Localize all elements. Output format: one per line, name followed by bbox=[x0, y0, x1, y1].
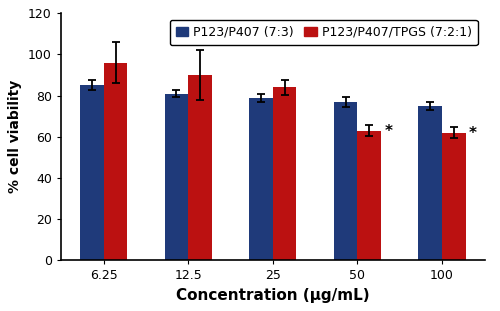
Bar bbox=[418, 106, 442, 260]
Bar bbox=[188, 75, 212, 260]
Bar bbox=[442, 132, 466, 260]
Bar bbox=[273, 87, 296, 260]
Bar bbox=[249, 98, 273, 260]
Bar bbox=[164, 94, 188, 260]
Bar bbox=[334, 102, 357, 260]
Text: *: * bbox=[384, 124, 392, 139]
Bar bbox=[358, 131, 381, 260]
Bar bbox=[80, 85, 104, 260]
Legend: P123/P407 (7:3), P123/P407/TPGS (7:2:1): P123/P407 (7:3), P123/P407/TPGS (7:2:1) bbox=[170, 20, 478, 45]
X-axis label: Concentration (μg/mL): Concentration (μg/mL) bbox=[176, 288, 370, 303]
Text: *: * bbox=[469, 126, 477, 141]
Y-axis label: % cell viability: % cell viability bbox=[8, 80, 22, 193]
Bar bbox=[104, 63, 128, 260]
